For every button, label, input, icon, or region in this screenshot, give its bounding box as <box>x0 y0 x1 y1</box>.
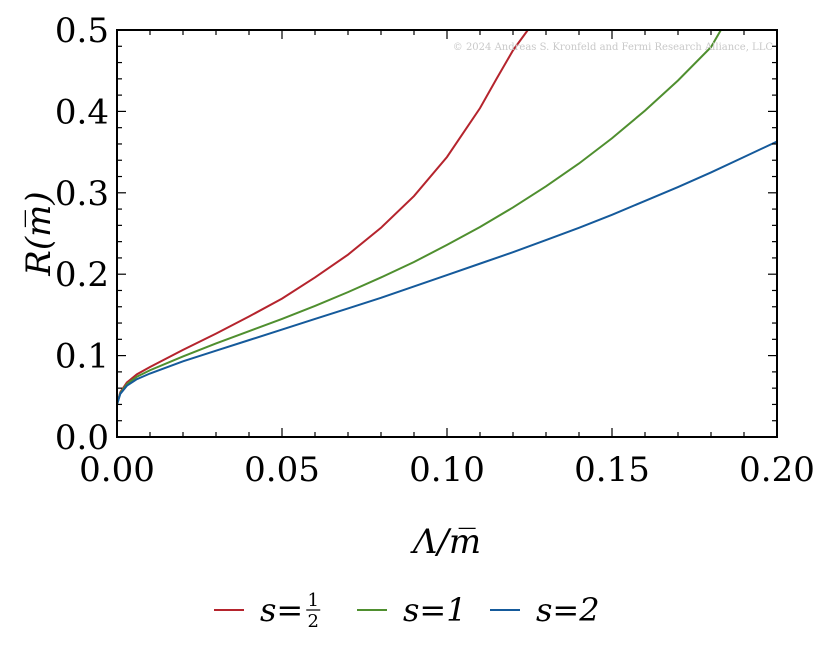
x-axis-title: Λ/m̅ <box>410 522 481 562</box>
y-tick-label: 0.0 <box>55 418 109 458</box>
plot-frame <box>116 29 778 438</box>
curves-group <box>117 30 777 405</box>
ticks-group <box>116 29 778 438</box>
legend-frac-numerator: 1 <box>308 590 319 611</box>
legend-label-3: s=2 <box>536 591 600 629</box>
y-tick-labels: 0.0 0.1 0.2 0.3 0.4 0.5 <box>55 11 109 458</box>
x-tick-labels: 0.00 0.05 0.10 0.15 0.20 <box>79 450 813 490</box>
legend-frac-denominator: 2 <box>308 611 319 632</box>
x-tick-label: 0.10 <box>409 450 485 490</box>
copyright-watermark: © 2024 Andreas S. Kronfeld and Fermi Res… <box>453 42 774 53</box>
series-line-3 <box>117 140 777 405</box>
x-tick-label: 0.15 <box>574 450 650 490</box>
y-tick-label: 0.5 <box>55 11 109 51</box>
x-tick-label: 0.00 <box>79 450 155 490</box>
y-tick-label: 0.2 <box>55 255 109 295</box>
y-tick-label: 0.1 <box>55 337 109 377</box>
series-line-1 <box>117 30 529 405</box>
y-axis-title: R(m̅) <box>19 191 59 276</box>
legend-label-2: s=1 <box>403 591 467 629</box>
legend: s= 12 s=1 s=2 <box>214 590 600 632</box>
series-line-2 <box>117 30 722 405</box>
x-tick-label: 0.05 <box>244 450 320 490</box>
y-tick-label: 0.4 <box>55 92 109 132</box>
x-tick-label: 0.20 <box>739 450 813 490</box>
legend-label-1: s= <box>260 591 303 629</box>
y-tick-label: 0.3 <box>55 174 109 214</box>
